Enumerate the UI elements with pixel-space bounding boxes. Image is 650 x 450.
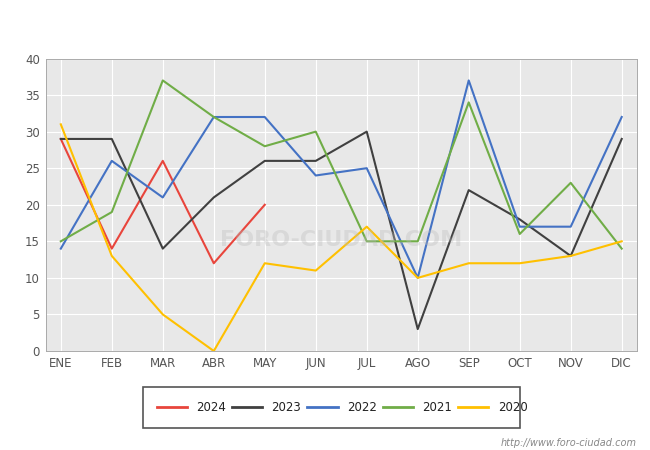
Text: 2021: 2021: [422, 401, 452, 414]
Text: Matriculaciones de Vehiculos en Villamuriel de Cerrato: Matriculaciones de Vehiculos en Villamur…: [99, 14, 551, 32]
Text: 2024: 2024: [196, 401, 226, 414]
Text: 2022: 2022: [347, 401, 377, 414]
Text: 2020: 2020: [498, 401, 528, 414]
Text: http://www.foro-ciudad.com: http://www.foro-ciudad.com: [501, 438, 637, 448]
Text: FORO-CIUDAD.COM: FORO-CIUDAD.COM: [220, 230, 462, 250]
FancyBboxPatch shape: [143, 387, 520, 428]
Text: 2023: 2023: [272, 401, 302, 414]
